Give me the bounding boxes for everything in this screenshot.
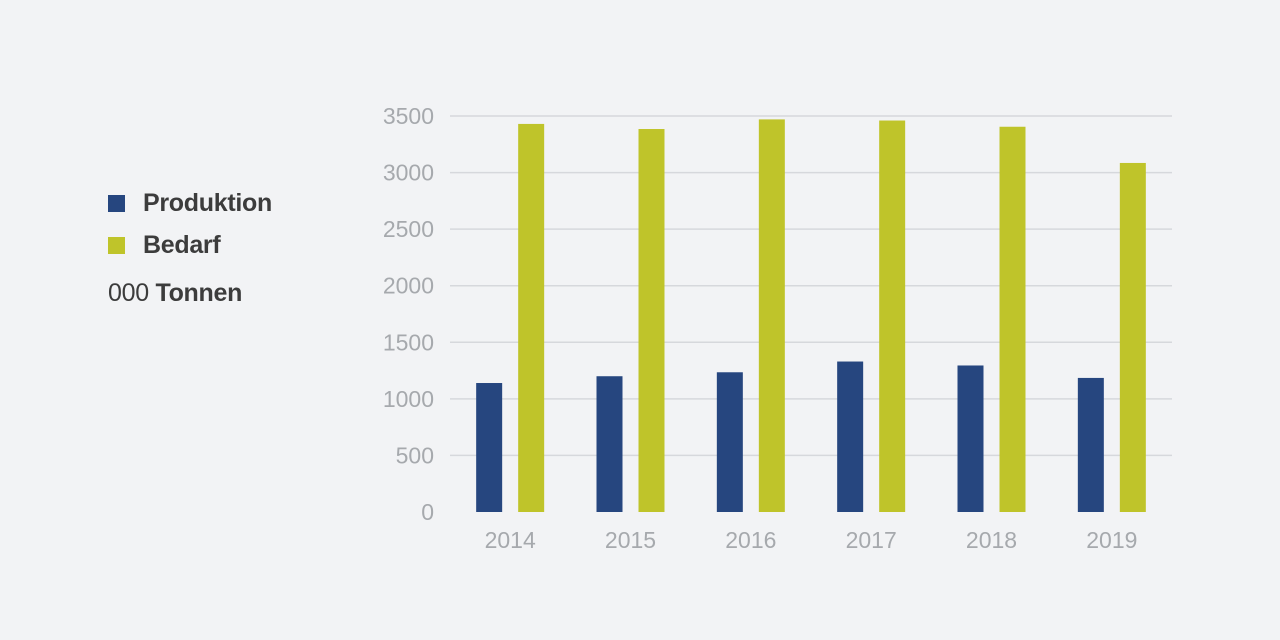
legend-label-produktion: Produktion: [143, 188, 272, 217]
x-tick-label-2015: 2015: [605, 527, 656, 553]
unit-note: 000 Tonnen: [108, 279, 272, 308]
x-tick-label-2017: 2017: [846, 527, 897, 553]
bar-produktion-2017: [837, 361, 864, 512]
bar-bedarf-2018: [999, 126, 1026, 513]
x-tick-label-2016: 2016: [725, 527, 776, 553]
chart-legend: Produktion Bedarf 000 Tonnen: [108, 182, 272, 308]
bar-bedarf-2015: [638, 129, 665, 513]
bar-bedarf-2016: [758, 119, 785, 512]
bar-produktion-2014: [476, 383, 503, 512]
y-tick-label-500: 500: [396, 442, 434, 468]
x-tick-label-2018: 2018: [966, 527, 1017, 553]
y-tick-label-1500: 1500: [383, 329, 434, 355]
bar-produktion-2019: [1077, 377, 1104, 512]
y-tick-label-0: 0: [421, 499, 434, 525]
bar-bedarf-2019: [1119, 162, 1146, 512]
y-tick-label-3500: 3500: [383, 103, 434, 129]
x-tick-label-2014: 2014: [485, 527, 536, 553]
x-tick-label-2019: 2019: [1086, 527, 1137, 553]
y-tick-label-3000: 3000: [383, 160, 434, 186]
bar-produktion-2015: [596, 376, 623, 512]
unit-word: Tonnen: [155, 279, 243, 307]
legend-item-bedarf: Bedarf: [108, 224, 272, 266]
y-tick-label-2500: 2500: [383, 216, 434, 242]
legend-swatch-bedarf: [108, 236, 125, 254]
unit-number: 000: [108, 279, 149, 307]
legend-label-bedarf: Bedarf: [143, 230, 221, 259]
bar-bedarf-2017: [879, 120, 906, 513]
y-tick-label-1000: 1000: [383, 386, 434, 412]
bar-bedarf-2014: [518, 123, 545, 513]
legend-swatch-produktion: [108, 194, 125, 212]
legend-item-produktion: Produktion: [108, 182, 272, 224]
bar-produktion-2016: [716, 372, 743, 512]
bar-produktion-2018: [957, 365, 984, 512]
y-tick-label-2000: 2000: [383, 273, 434, 299]
